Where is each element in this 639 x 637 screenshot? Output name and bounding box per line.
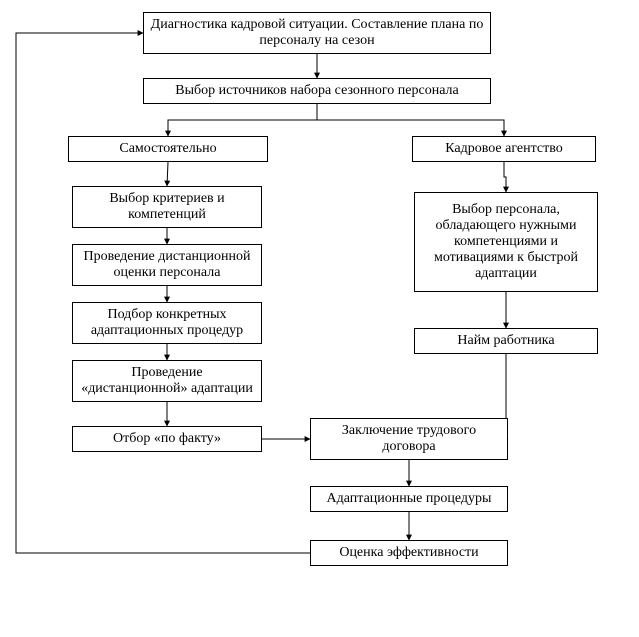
flowchart-node: Выбор источников набора сезонного персон… xyxy=(143,78,491,104)
node-label: Подбор конкретных адаптационных процедур xyxy=(79,307,255,339)
node-label: Найм работника xyxy=(457,333,554,349)
node-label: Выбор персонала, обладающего нужными ком… xyxy=(421,202,591,282)
flowchart-node: Диагностика кадровой ситуации. Составлен… xyxy=(143,12,491,54)
flowchart-node: Проведение «дистанционной» адаптации xyxy=(72,360,262,402)
flowchart-canvas: Диагностика кадровой ситуации. Составлен… xyxy=(0,0,639,637)
flowchart-edge xyxy=(504,162,506,192)
flowchart-edge xyxy=(168,104,317,136)
node-label: Адаптационные процедуры xyxy=(327,491,492,507)
node-label: Выбор источников набора сезонного персон… xyxy=(175,83,458,99)
flowchart-node: Выбор персонала, обладающего нужными ком… xyxy=(414,192,598,292)
flowchart-node: Кадровое агентство xyxy=(412,136,596,162)
node-label: Оценка эффективности xyxy=(339,545,478,561)
flowchart-node: Проведение дистанционной оценки персонал… xyxy=(72,244,262,286)
node-label: Проведение «дистанционной» адаптации xyxy=(79,365,255,397)
node-label: Проведение дистанционной оценки персонал… xyxy=(79,249,255,281)
node-label: Заключение трудового договора xyxy=(317,423,501,455)
flowchart-node: Выбор критериев и компетенций xyxy=(72,186,262,228)
flowchart-node: Адаптационные процедуры xyxy=(310,486,508,512)
flowchart-edge xyxy=(317,104,504,136)
flowchart-node: Заключение трудового договора xyxy=(310,418,508,460)
flowchart-node: Оценка эффективности xyxy=(310,540,508,566)
flowchart-edge xyxy=(167,162,168,186)
node-label: Диагностика кадровой ситуации. Составлен… xyxy=(150,17,484,49)
flowchart-node: Самостоятельно xyxy=(68,136,268,162)
flowchart-edge xyxy=(16,33,310,553)
flowchart-node: Найм работника xyxy=(414,328,598,354)
node-label: Самостоятельно xyxy=(119,141,216,157)
node-label: Выбор критериев и компетенций xyxy=(79,191,255,223)
node-label: Отбор «по факту» xyxy=(113,431,221,447)
node-label: Кадровое агентство xyxy=(445,141,563,157)
flowchart-node: Подбор конкретных адаптационных процедур xyxy=(72,302,262,344)
flowchart-node: Отбор «по факту» xyxy=(72,426,262,452)
